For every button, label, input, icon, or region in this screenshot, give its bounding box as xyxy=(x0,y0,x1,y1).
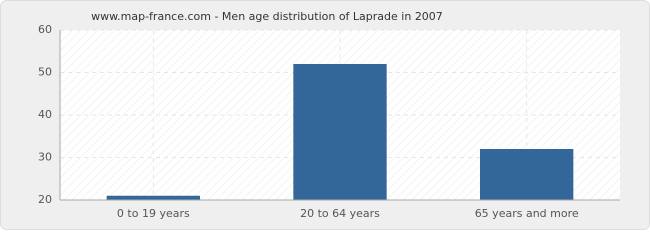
y-tick-label: 20 xyxy=(38,193,52,206)
y-tick-label: 40 xyxy=(38,108,52,121)
y-tick-label: 60 xyxy=(38,23,52,36)
y-tick-label: 30 xyxy=(38,151,52,164)
chart: www.map-france.com - Men age distributio… xyxy=(0,0,650,230)
x-tick-label: 65 years and more xyxy=(475,207,579,220)
x-tick-label: 0 to 19 years xyxy=(117,207,190,220)
bar xyxy=(480,149,574,200)
y-tick-label: 50 xyxy=(38,66,52,79)
bar xyxy=(106,195,200,200)
bar xyxy=(293,64,387,200)
chart-title: www.map-france.com - Men age distributio… xyxy=(91,10,443,23)
x-tick-label: 20 to 64 years xyxy=(300,207,380,220)
